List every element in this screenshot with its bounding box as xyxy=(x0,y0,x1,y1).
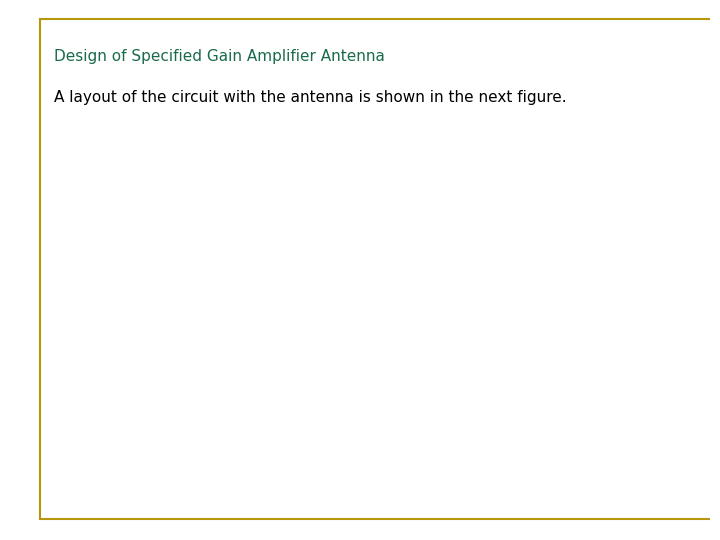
Text: A layout of the circuit with the antenna is shown in the next figure.: A layout of the circuit with the antenna… xyxy=(54,90,567,105)
Text: Design of Specified Gain Amplifier Antenna: Design of Specified Gain Amplifier Anten… xyxy=(54,49,385,64)
